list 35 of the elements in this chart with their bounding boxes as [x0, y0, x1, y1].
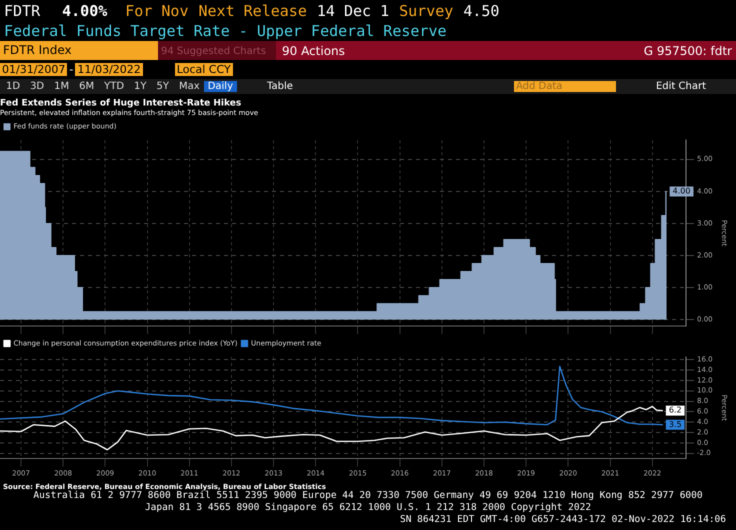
- text: 6M: [79, 81, 94, 92]
- text: Next Release: [198, 2, 307, 20]
- text: 11/03/2022: [77, 63, 141, 76]
- text: Japan 81 3 4565 8900 Singapore 65 6212 1000 U.S. 1 212 318 2000 Copyright 2022: [144, 502, 592, 513]
- text: Australia 61 2 9777 8600 Brazil 5511 2395 9000 Europe 44 20 7330 7500 Germany 49 69 9204 1210 Hong Kong 852 2977 6000: [33, 490, 703, 501]
- data-label: 6.2: [668, 406, 682, 415]
- text: 4.00%: [62, 2, 108, 20]
- text: Daily: [208, 81, 234, 92]
- text: 1Y: [134, 81, 147, 92]
- text: 90 Actions: [282, 44, 345, 58]
- text: G 957500: fdtr: [644, 44, 732, 58]
- text: Edit Chart: [656, 81, 706, 92]
- text: 5Y: [156, 81, 170, 92]
- text: 4.50: [463, 2, 500, 20]
- text: YTD: [104, 81, 124, 92]
- text: 1M: [54, 81, 70, 92]
- text: Federal Funds Target Rate - Upper Federal Reserve: [4, 22, 447, 40]
- data-label: 4.00: [672, 186, 690, 196]
- data-label: 3.5: [668, 420, 682, 429]
- text: For Nov: [125, 2, 188, 20]
- text: 3D: [30, 81, 44, 92]
- text: 94 Suggested Charts: [161, 46, 266, 57]
- text: Add Data: [516, 81, 562, 92]
- chart-title: Fed Extends Series of Huge Interest-Rate Hikes: [0, 98, 242, 109]
- text: FDTR: [4, 2, 40, 20]
- text: 01/31/2007: [2, 63, 66, 76]
- text: -: [69, 63, 74, 76]
- text: Table: [267, 81, 293, 92]
- text: Survey: [399, 2, 454, 20]
- text: SN 864231 EDT GMT-4:00 G657-2443-172 02-Nov-2022 16:14:06: [400, 514, 726, 525]
- text: Local CCY: [176, 63, 231, 76]
- text: Max: [179, 81, 200, 92]
- text: 14 Dec 1: [316, 2, 390, 20]
- text: 1D: [6, 81, 20, 92]
- text: FDTR Index: [3, 43, 72, 57]
